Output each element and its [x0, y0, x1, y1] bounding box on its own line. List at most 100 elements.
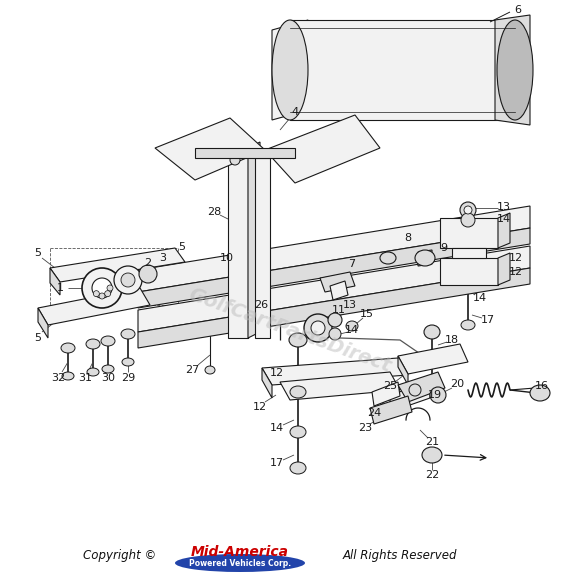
- Ellipse shape: [424, 325, 440, 339]
- Ellipse shape: [82, 268, 122, 308]
- Ellipse shape: [425, 377, 439, 387]
- Polygon shape: [280, 372, 400, 400]
- Text: 11: 11: [332, 305, 346, 315]
- Ellipse shape: [99, 293, 105, 299]
- Polygon shape: [195, 148, 295, 158]
- Text: 20: 20: [450, 379, 464, 389]
- Ellipse shape: [114, 266, 142, 294]
- Ellipse shape: [139, 265, 157, 283]
- Text: All Rights Reserved: All Rights Reserved: [343, 549, 457, 561]
- Ellipse shape: [122, 358, 134, 366]
- Ellipse shape: [62, 372, 74, 380]
- Polygon shape: [38, 308, 48, 338]
- Ellipse shape: [329, 328, 341, 340]
- Polygon shape: [418, 250, 432, 266]
- Polygon shape: [495, 15, 530, 125]
- Text: 5: 5: [179, 242, 186, 252]
- Ellipse shape: [346, 321, 358, 331]
- Polygon shape: [398, 344, 468, 374]
- Polygon shape: [372, 382, 400, 406]
- Ellipse shape: [230, 155, 240, 165]
- Ellipse shape: [121, 329, 135, 339]
- Ellipse shape: [61, 343, 75, 353]
- Ellipse shape: [86, 339, 100, 349]
- Text: 25: 25: [383, 381, 397, 391]
- Ellipse shape: [175, 554, 305, 572]
- Text: 12: 12: [509, 267, 523, 277]
- Text: 12: 12: [270, 368, 284, 378]
- Text: 13: 13: [497, 202, 511, 212]
- Ellipse shape: [102, 365, 114, 373]
- Polygon shape: [38, 288, 150, 325]
- Text: 6: 6: [514, 5, 521, 15]
- Text: 27: 27: [185, 365, 199, 375]
- Ellipse shape: [460, 202, 476, 218]
- Text: 7: 7: [349, 259, 356, 269]
- Polygon shape: [138, 246, 530, 332]
- Ellipse shape: [311, 321, 325, 335]
- Ellipse shape: [93, 291, 99, 296]
- Text: 14: 14: [345, 325, 359, 335]
- Text: 8: 8: [404, 233, 412, 243]
- Text: 4: 4: [291, 107, 299, 117]
- Polygon shape: [255, 158, 270, 338]
- Text: 18: 18: [445, 335, 459, 345]
- Text: 9: 9: [440, 243, 448, 253]
- Polygon shape: [398, 356, 408, 385]
- Polygon shape: [498, 253, 510, 285]
- Polygon shape: [155, 118, 265, 180]
- Polygon shape: [498, 213, 510, 248]
- Polygon shape: [138, 206, 530, 292]
- Polygon shape: [265, 115, 380, 183]
- Text: 5: 5: [34, 248, 42, 258]
- Ellipse shape: [290, 386, 306, 398]
- Text: 22: 22: [425, 470, 439, 480]
- Polygon shape: [228, 148, 248, 338]
- Polygon shape: [440, 258, 498, 285]
- Polygon shape: [262, 368, 272, 398]
- Text: Copyright ©: Copyright ©: [84, 549, 157, 561]
- Text: 12: 12: [509, 253, 523, 263]
- Text: 28: 28: [207, 207, 221, 217]
- Ellipse shape: [409, 384, 421, 396]
- Text: 16: 16: [535, 381, 549, 391]
- Ellipse shape: [121, 273, 135, 287]
- Text: 14: 14: [497, 214, 511, 224]
- Ellipse shape: [461, 213, 475, 227]
- Ellipse shape: [272, 20, 308, 120]
- Text: 29: 29: [121, 373, 135, 383]
- Text: 2: 2: [144, 258, 151, 268]
- Polygon shape: [370, 396, 412, 424]
- Polygon shape: [138, 228, 530, 308]
- Polygon shape: [440, 218, 498, 248]
- Ellipse shape: [497, 20, 533, 120]
- Text: 15: 15: [360, 309, 374, 319]
- Text: 10: 10: [220, 253, 234, 263]
- Text: 24: 24: [367, 408, 381, 418]
- Ellipse shape: [464, 206, 472, 214]
- Text: Mid-America: Mid-America: [191, 545, 289, 559]
- Ellipse shape: [290, 426, 306, 438]
- Ellipse shape: [104, 291, 111, 296]
- Ellipse shape: [415, 250, 435, 266]
- Ellipse shape: [530, 385, 550, 401]
- Polygon shape: [248, 142, 260, 338]
- Ellipse shape: [304, 314, 332, 342]
- Ellipse shape: [87, 368, 99, 376]
- Polygon shape: [138, 268, 530, 348]
- Text: 12: 12: [253, 402, 267, 412]
- Polygon shape: [330, 281, 348, 300]
- Text: 14: 14: [473, 293, 487, 303]
- Polygon shape: [452, 248, 486, 258]
- Text: 1: 1: [56, 283, 63, 293]
- Ellipse shape: [430, 387, 446, 403]
- Text: 19: 19: [428, 390, 442, 400]
- Ellipse shape: [328, 313, 342, 327]
- Text: 14: 14: [270, 423, 284, 433]
- Ellipse shape: [205, 366, 215, 374]
- Polygon shape: [398, 372, 445, 402]
- Polygon shape: [272, 20, 308, 120]
- Polygon shape: [320, 272, 355, 292]
- Ellipse shape: [107, 285, 113, 291]
- Ellipse shape: [92, 278, 112, 298]
